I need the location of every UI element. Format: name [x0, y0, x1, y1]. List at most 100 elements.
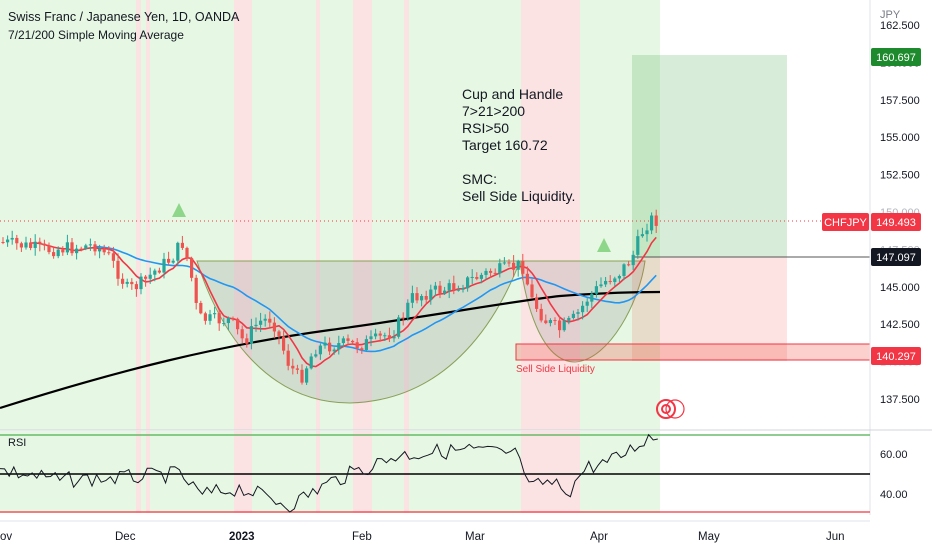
indicator-title: 7/21/200 Simple Moving Average — [8, 28, 184, 42]
candle-body — [562, 320, 566, 331]
candle-body — [286, 350, 290, 366]
candle-body — [203, 313, 207, 321]
price-tick-label: 162.500 — [880, 20, 920, 32]
candle-body — [406, 302, 410, 318]
candle-body — [525, 273, 529, 285]
svg-text:160.697: 160.697 — [876, 52, 916, 64]
candle-body — [401, 317, 405, 319]
price-tick-label: 142.500 — [880, 319, 920, 331]
candle-body — [456, 289, 460, 291]
candle-body — [479, 274, 483, 279]
candle-body — [355, 342, 359, 349]
candle-body — [75, 248, 79, 254]
candle-body — [1, 242, 5, 243]
candle-body — [190, 258, 194, 278]
annotation-line: Cup and Handle — [462, 86, 563, 102]
candle-body — [544, 320, 548, 324]
candle-body — [645, 230, 649, 235]
time-axis-label: ov — [0, 531, 12, 543]
candle-body — [627, 264, 631, 266]
candle-body — [61, 249, 65, 253]
candle-body — [581, 305, 585, 313]
regime-band — [404, 0, 409, 430]
candle-body — [249, 326, 253, 344]
candle-body — [351, 340, 355, 343]
candle-body — [364, 339, 368, 351]
price-tick-label: 157.500 — [880, 95, 920, 107]
candle-body — [369, 336, 373, 340]
time-axis-label: 2023 — [229, 531, 255, 543]
candle-body — [10, 237, 14, 240]
candle-body — [167, 258, 171, 263]
candle-body — [622, 264, 626, 276]
time-axis-label: Apr — [590, 531, 608, 543]
candle-body — [341, 338, 345, 344]
candle-body — [360, 348, 364, 351]
annotation-line: Target 160.72 — [462, 137, 548, 153]
currency-label: JPY — [880, 9, 901, 21]
candle-body — [558, 320, 562, 331]
candle-body — [475, 276, 479, 279]
candle-body — [88, 244, 92, 246]
candle-body — [217, 313, 221, 324]
candle-body — [6, 239, 10, 243]
target-price-badge: 160.697 — [871, 48, 921, 66]
candle-body — [470, 276, 474, 278]
buy-signal-marker — [172, 203, 186, 217]
sell-side-liquidity-zone[interactable] — [515, 343, 871, 361]
last-price-badge: 149.493 — [871, 213, 921, 231]
candle-body — [433, 285, 437, 290]
candle-body — [604, 280, 608, 285]
candle-body — [245, 338, 249, 344]
candle-body — [576, 312, 580, 314]
rsi-regime-band — [521, 431, 580, 513]
candle-body — [328, 342, 332, 352]
rsi-regime-band — [136, 431, 141, 513]
price-tick-label: 137.500 — [880, 394, 920, 406]
regime-band — [316, 0, 320, 430]
candle-body — [272, 322, 276, 332]
target-zone[interactable] — [632, 55, 787, 257]
rsi-regime-band — [316, 431, 320, 513]
candle-body — [213, 313, 217, 315]
symbol-title: Swiss Franc / Japanese Yen, 1D, OANDA — [8, 10, 240, 24]
candle-body — [33, 241, 37, 248]
candle-body — [268, 318, 272, 323]
candle-body — [79, 248, 83, 250]
candle-body — [236, 318, 240, 330]
regime-band — [353, 0, 372, 430]
candle-body — [121, 278, 125, 284]
candle-body — [176, 242, 180, 261]
candle-body — [300, 369, 304, 383]
candle-body — [116, 260, 120, 279]
candle-body — [70, 242, 74, 254]
target-icon[interactable] — [656, 399, 685, 419]
candle-body — [56, 249, 60, 257]
candle-body — [222, 323, 226, 325]
time-axis-label: Dec — [115, 531, 136, 543]
candle-body — [378, 333, 382, 336]
candle-body — [599, 284, 603, 287]
candle-body — [134, 284, 138, 290]
stop-price-badge: 140.297 — [871, 347, 921, 365]
rsi-regime-band — [544, 431, 548, 513]
candle-body — [512, 262, 516, 270]
candle-body — [387, 335, 391, 339]
candle-body — [157, 270, 161, 273]
annotation-line: SMC: — [462, 171, 497, 187]
candle-body — [52, 252, 56, 257]
rsi-tick-60: 60.00 — [880, 449, 908, 461]
candle-body — [466, 277, 470, 289]
candle-body — [585, 301, 589, 306]
candle-body — [590, 293, 594, 302]
candle-body — [461, 288, 465, 290]
candle-body — [277, 331, 281, 337]
regime-band — [372, 0, 521, 430]
rsi-line — [0, 433, 658, 513]
candle-body — [305, 368, 309, 383]
time-axis-label: Feb — [352, 531, 372, 543]
candle-body — [498, 263, 502, 274]
candle-body — [383, 335, 387, 337]
